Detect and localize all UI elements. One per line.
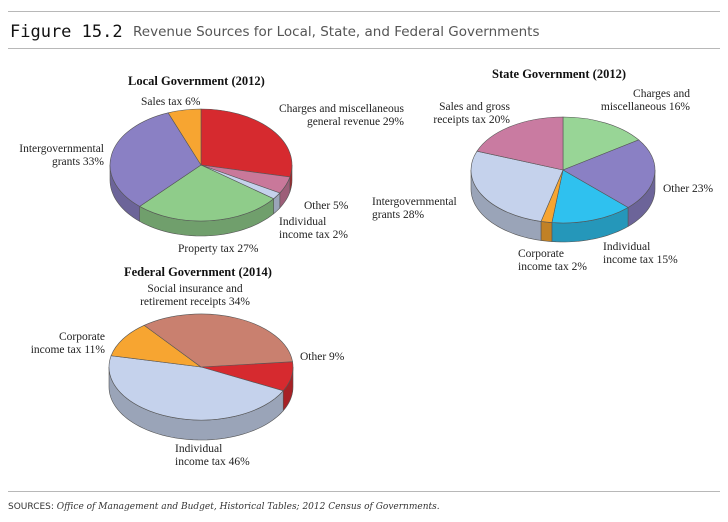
federal-slice-3	[143, 313, 293, 368]
figure-caption: Revenue Sources for Local, State, and Fe…	[133, 24, 540, 40]
local-label-other: Other 5%	[304, 200, 349, 212]
federal-slice-1	[108, 355, 284, 421]
local-slice-4	[109, 112, 202, 207]
federal-label-other: Other 9%	[300, 351, 345, 363]
top-rule	[8, 11, 720, 12]
state-chart-title: State Government (2012)	[492, 67, 626, 81]
state-slice-4	[470, 150, 564, 222]
sources-prefix: SOURCES:	[8, 502, 57, 512]
caption-rule	[8, 48, 720, 49]
federal-label-individual: Individual income tax 46%	[175, 443, 250, 468]
local-slice-0	[200, 108, 293, 178]
local-label-sales: Sales tax 6%	[141, 96, 201, 108]
federal-label-social: Social insurance and retirement receipts…	[140, 283, 250, 308]
state-slice-0	[562, 116, 640, 171]
sources-note: SOURCES: Office of Management and Budget…	[8, 502, 440, 512]
local-label-charges: Charges and miscellaneous general revenu…	[279, 103, 404, 128]
sources-text: Office of Management and Budget, Histori…	[56, 502, 440, 512]
local-label-individual: Individual income tax 2%	[279, 216, 348, 241]
state-label-individual: Individual income tax 15%	[603, 241, 678, 266]
state-slice-5	[476, 116, 564, 171]
figure-label: Figure 15.2	[10, 22, 123, 42]
state-label-sales: Sales and gross receipts tax 20%	[433, 101, 510, 126]
state-label-charges: Charges and miscellaneous 16%	[600, 88, 690, 113]
state-label-other: Other 23%	[663, 183, 714, 195]
state-label-intergov: Intergovernmental grants 28%	[372, 196, 457, 221]
state-slice-1	[562, 139, 656, 208]
local-label-intergov: Intergovernmental grants 33%	[19, 143, 104, 168]
local-label-property: Property tax 27%	[178, 243, 259, 255]
local-chart-title: Local Government (2012)	[128, 74, 265, 88]
local-slice-5	[167, 108, 202, 167]
federal-chart-title: Federal Government (2014)	[124, 265, 272, 279]
local-slice-3	[139, 164, 275, 222]
state-slice-2	[551, 169, 629, 224]
federal-label-corporate: Corporate income tax 11%	[30, 331, 105, 356]
sources-rule	[8, 491, 720, 492]
state-label-corporate: Corporate income tax 2%	[518, 248, 587, 273]
